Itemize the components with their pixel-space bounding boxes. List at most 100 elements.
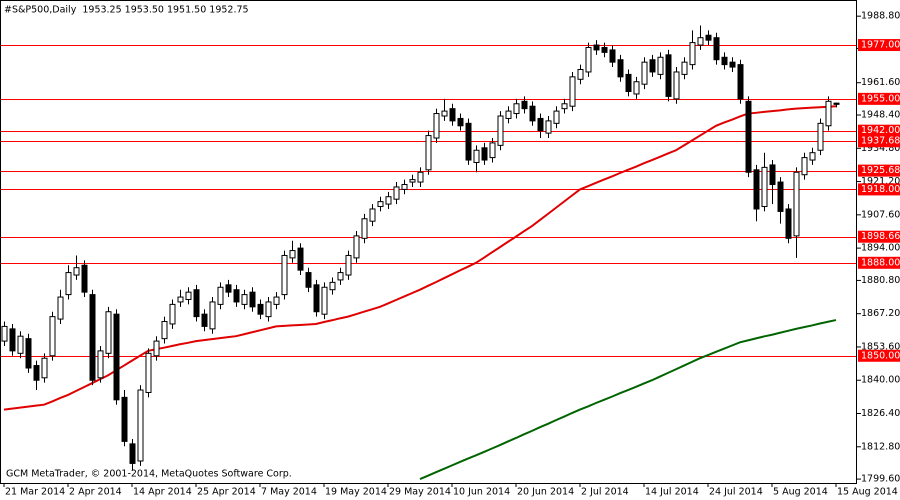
y-tick-label: 1867.20 bbox=[861, 308, 900, 319]
candle-body bbox=[57, 296, 64, 320]
candle-body bbox=[249, 291, 256, 308]
y-tick-label: 1826.40 bbox=[861, 408, 900, 419]
candle-body bbox=[321, 286, 328, 315]
x-tick-label: 2 Jul 2014 bbox=[581, 487, 629, 498]
candle-body bbox=[745, 100, 752, 173]
candle-body bbox=[169, 303, 176, 325]
candle-body bbox=[121, 396, 128, 442]
candle-body bbox=[617, 59, 624, 78]
candle-body bbox=[305, 272, 312, 288]
x-tick-label: 10 Jun 2014 bbox=[453, 487, 510, 498]
candle-body bbox=[529, 105, 536, 122]
candle-body bbox=[457, 117, 464, 127]
level-label-box bbox=[858, 349, 900, 362]
candle-body bbox=[329, 281, 336, 291]
candle-body bbox=[425, 135, 432, 171]
level-label: 1898.66 bbox=[861, 231, 900, 242]
chart-header: #S&P500,Daily 1953.25 1953.50 1951.50 19… bbox=[4, 5, 249, 16]
candle-body bbox=[657, 56, 664, 75]
y-tick-label: 1907.60 bbox=[861, 209, 900, 220]
candle-body bbox=[161, 321, 168, 340]
candle-body bbox=[625, 73, 632, 93]
candle-body bbox=[129, 443, 136, 464]
plot-area bbox=[0, 25, 857, 481]
candle-body bbox=[97, 350, 104, 379]
level-label: 1942.00 bbox=[861, 125, 900, 136]
candle-body bbox=[705, 34, 712, 41]
level-label: 1850.00 bbox=[861, 350, 900, 361]
candle-body bbox=[505, 110, 512, 119]
candle-body bbox=[377, 201, 384, 208]
candle-body bbox=[65, 272, 72, 296]
plot-frame bbox=[0, 0, 857, 484]
y-tick-label: 1934.80 bbox=[861, 143, 900, 154]
candle-body bbox=[593, 44, 600, 51]
candle-body bbox=[217, 286, 224, 305]
level-label: 1977.00 bbox=[861, 40, 900, 51]
x-tick-label: 20 Jun 2014 bbox=[517, 487, 574, 498]
x-tick-label: 29 May 2014 bbox=[389, 487, 451, 498]
candle-body bbox=[545, 120, 552, 134]
candle-body bbox=[497, 115, 504, 146]
candle-body bbox=[1, 325, 8, 342]
level-label-box bbox=[858, 39, 900, 52]
candle-body bbox=[41, 357, 48, 379]
candle-body bbox=[273, 296, 280, 305]
candle-body bbox=[737, 64, 744, 100]
level-label: 1925.68 bbox=[861, 165, 900, 176]
level-label-box bbox=[858, 164, 900, 177]
candle-body bbox=[785, 208, 792, 239]
candle-body bbox=[417, 171, 424, 183]
candle-body bbox=[185, 291, 192, 300]
candle-body bbox=[793, 171, 800, 237]
candle-body bbox=[489, 142, 496, 159]
candle-body bbox=[601, 46, 608, 53]
candle-body bbox=[801, 157, 808, 176]
candle-body bbox=[681, 61, 688, 75]
x-tick-label: 25 Apr 2014 bbox=[197, 487, 256, 498]
x-tick-label: 21 Mar 2014 bbox=[5, 487, 65, 498]
candle-body bbox=[689, 42, 696, 66]
candle-body bbox=[769, 164, 776, 186]
candle-body bbox=[113, 313, 120, 401]
y-tick-label: 1880.80 bbox=[861, 275, 900, 286]
candle-body bbox=[105, 311, 112, 354]
candle-body bbox=[569, 76, 576, 107]
candle-body bbox=[553, 110, 560, 124]
candle-body bbox=[721, 56, 728, 66]
x-tick-label: 14 Jul 2014 bbox=[645, 487, 699, 498]
candle-body bbox=[369, 208, 376, 222]
candle-body bbox=[257, 303, 264, 315]
candle-body bbox=[313, 284, 320, 313]
y-tick-label: 1799.60 bbox=[861, 474, 900, 485]
candle-body bbox=[449, 108, 456, 122]
x-tick-label: 2 Apr 2014 bbox=[69, 487, 122, 498]
candle-body bbox=[73, 267, 80, 276]
candle-body bbox=[201, 313, 208, 327]
x-tick-label: 19 May 2014 bbox=[325, 487, 387, 498]
candle-body bbox=[673, 71, 680, 100]
candle-body bbox=[713, 37, 720, 61]
candle-body bbox=[585, 46, 592, 73]
moving-average-line bbox=[3, 105, 837, 411]
candle-body bbox=[281, 254, 288, 296]
candle-body bbox=[633, 81, 640, 95]
candle-body bbox=[641, 61, 648, 85]
candle-body bbox=[609, 49, 616, 63]
moving-average-line bbox=[419, 319, 837, 481]
candle-body bbox=[473, 149, 480, 163]
candle-body bbox=[833, 102, 840, 105]
level-label-box bbox=[858, 92, 900, 105]
candle-body bbox=[761, 166, 768, 208]
candle-body bbox=[401, 184, 408, 190]
candle-body bbox=[297, 247, 304, 271]
candle-body bbox=[385, 196, 392, 205]
y-tick-label: 1840.00 bbox=[861, 375, 900, 386]
candle-body bbox=[465, 122, 472, 161]
y-tick-label: 1948.40 bbox=[861, 110, 900, 121]
candle-body bbox=[817, 122, 824, 151]
candle-body bbox=[17, 335, 24, 354]
candle-body bbox=[49, 316, 56, 357]
